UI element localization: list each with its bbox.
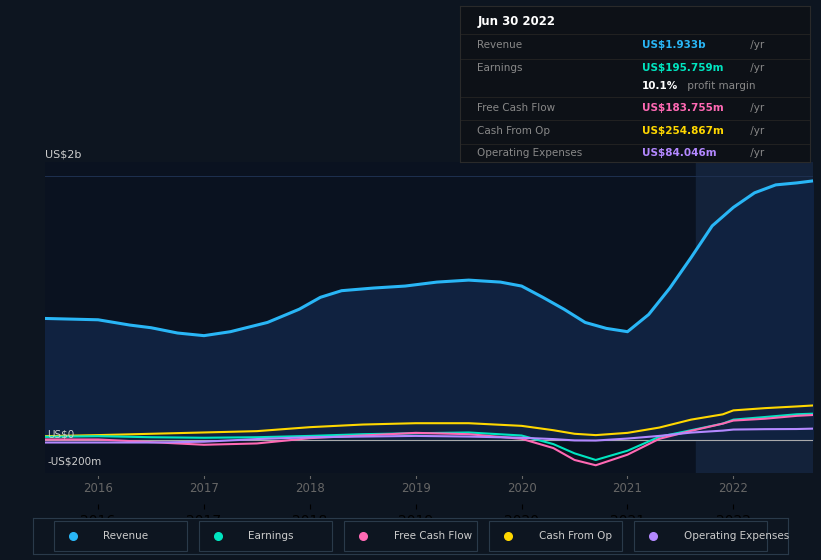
Text: /yr: /yr — [746, 126, 764, 136]
Text: Revenue: Revenue — [103, 531, 149, 541]
Text: 2017: 2017 — [189, 482, 219, 494]
Text: profit margin: profit margin — [684, 81, 755, 91]
Text: US$195.759m: US$195.759m — [642, 63, 723, 73]
Text: US$254.867m: US$254.867m — [642, 126, 723, 136]
Text: 2018: 2018 — [295, 482, 325, 494]
Text: Operating Expenses: Operating Expenses — [477, 148, 582, 158]
Text: /yr: /yr — [746, 102, 764, 113]
Text: Cash From Op: Cash From Op — [477, 126, 550, 136]
Text: /yr: /yr — [746, 63, 764, 73]
Text: -US$200m: -US$200m — [48, 456, 102, 466]
Text: Cash From Op: Cash From Op — [539, 531, 612, 541]
Text: /yr: /yr — [746, 148, 764, 158]
Text: US$0: US$0 — [48, 430, 75, 440]
Text: Revenue: Revenue — [477, 40, 522, 50]
Text: 2019: 2019 — [401, 482, 431, 494]
Text: 10.1%: 10.1% — [642, 81, 678, 91]
Text: Earnings: Earnings — [477, 63, 523, 73]
Text: US$183.755m: US$183.755m — [642, 102, 723, 113]
Text: /yr: /yr — [746, 40, 764, 50]
Text: US$1.933b: US$1.933b — [642, 40, 705, 50]
Text: 2020: 2020 — [507, 482, 536, 494]
Text: Free Cash Flow: Free Cash Flow — [393, 531, 471, 541]
Text: 2016: 2016 — [83, 482, 113, 494]
Text: US$84.046m: US$84.046m — [642, 148, 716, 158]
Text: Free Cash Flow: Free Cash Flow — [477, 102, 555, 113]
Text: US$2b: US$2b — [45, 150, 81, 160]
Text: Jun 30 2022: Jun 30 2022 — [477, 15, 555, 28]
Bar — [696, 162, 813, 473]
Text: 2022: 2022 — [718, 482, 748, 494]
Text: Operating Expenses: Operating Expenses — [684, 531, 789, 541]
Text: Earnings: Earnings — [249, 531, 294, 541]
Text: 2021: 2021 — [612, 482, 643, 494]
